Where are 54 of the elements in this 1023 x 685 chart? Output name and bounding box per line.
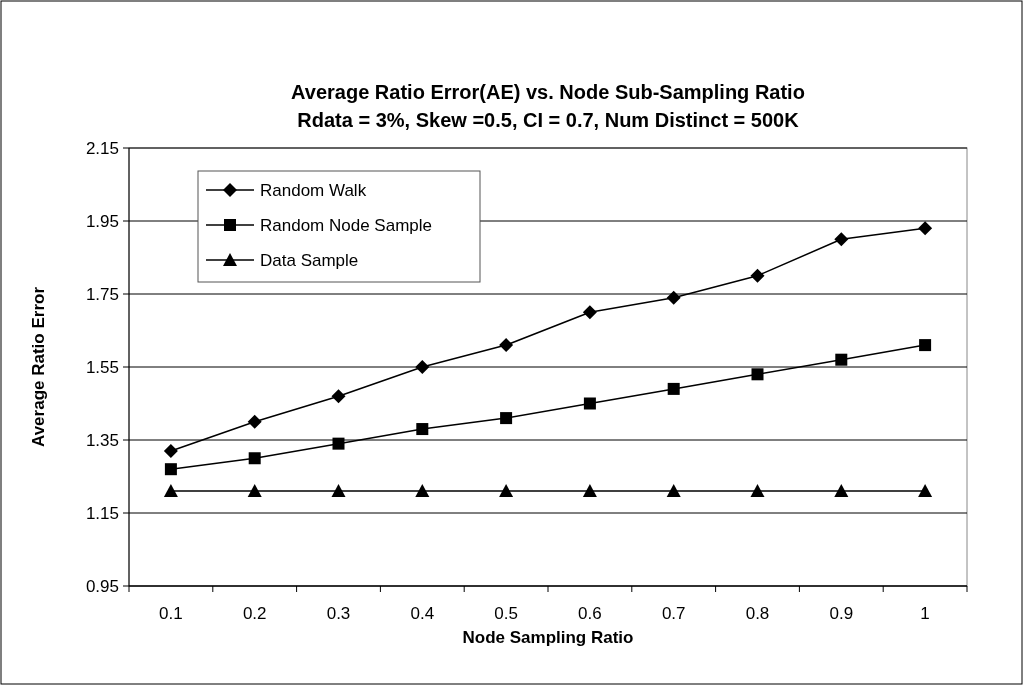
point bbox=[500, 412, 513, 425]
point bbox=[164, 463, 177, 476]
point bbox=[918, 484, 933, 498]
point bbox=[163, 443, 178, 458]
point bbox=[331, 484, 346, 498]
point bbox=[582, 484, 597, 498]
point bbox=[331, 389, 346, 404]
y-tick-label: 2.15 bbox=[85, 138, 119, 158]
x-tick-label: 0.5 bbox=[494, 604, 518, 623]
y-tick-label: 1.15 bbox=[85, 503, 119, 523]
point bbox=[918, 221, 933, 236]
point bbox=[248, 452, 261, 465]
y-tick-label: 1.75 bbox=[85, 284, 119, 304]
point bbox=[919, 339, 932, 352]
x-tick-label: 0.2 bbox=[242, 604, 267, 623]
x-tick-label: 0.8 bbox=[745, 604, 770, 623]
point bbox=[163, 484, 178, 498]
y-tick-label: 1.55 bbox=[85, 357, 119, 377]
x-tick-label: 1 bbox=[920, 604, 930, 623]
x-tick-label: 0.3 bbox=[326, 604, 351, 623]
point bbox=[750, 268, 765, 283]
point bbox=[750, 484, 765, 498]
point bbox=[332, 437, 345, 450]
point bbox=[666, 484, 681, 498]
point bbox=[415, 484, 430, 498]
point bbox=[416, 423, 429, 436]
point bbox=[666, 290, 681, 305]
y-tick-label: 0.95 bbox=[85, 576, 119, 596]
chart-subtitle: Rdata = 3%, Skew =0.5, CI = 0.7, Num Distinct = 500K bbox=[297, 109, 800, 131]
point bbox=[582, 305, 597, 320]
x-tick-label: 0.6 bbox=[578, 604, 602, 623]
chart-title: Average Ratio Error(AE) vs. Node Sub-Sampling Ratio bbox=[291, 81, 805, 103]
legend-label: Random Node Sample bbox=[260, 215, 432, 235]
point bbox=[751, 368, 764, 381]
point bbox=[667, 382, 680, 395]
y-tick-label: 1.35 bbox=[85, 430, 119, 450]
point bbox=[835, 353, 848, 366]
point bbox=[499, 484, 514, 498]
point bbox=[499, 338, 514, 353]
point bbox=[583, 397, 596, 410]
y-axis-title: Average Ratio Error bbox=[29, 286, 48, 447]
point bbox=[415, 360, 430, 374]
x-tick-label: 0.9 bbox=[829, 604, 854, 623]
x-tick-label: 0.7 bbox=[661, 604, 686, 623]
point bbox=[247, 484, 262, 498]
legend-label: Random Walk bbox=[260, 180, 367, 200]
x-tick-label: 0.4 bbox=[410, 604, 435, 623]
legend-label: Data Sample bbox=[260, 250, 359, 270]
point bbox=[247, 414, 262, 429]
y-tick-label: 1.95 bbox=[85, 211, 119, 231]
x-tick-label: 0.1 bbox=[159, 604, 183, 623]
point bbox=[834, 232, 849, 247]
x-axis-title: Node Sampling Ratio bbox=[462, 628, 634, 647]
point bbox=[834, 484, 849, 498]
